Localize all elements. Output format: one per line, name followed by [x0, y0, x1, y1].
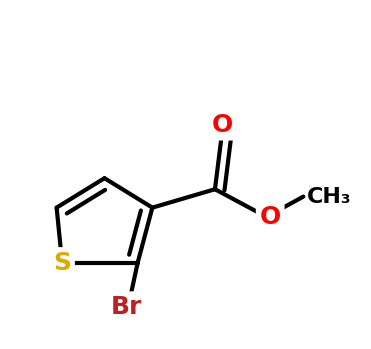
Text: S: S: [53, 251, 71, 275]
Text: Br: Br: [111, 295, 142, 319]
Text: O: O: [212, 113, 233, 137]
Text: O: O: [260, 205, 281, 229]
Text: CH₃: CH₃: [307, 187, 352, 207]
